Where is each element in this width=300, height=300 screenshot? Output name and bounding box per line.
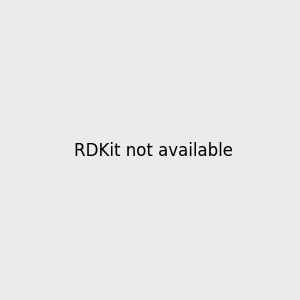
Text: RDKit not available: RDKit not available bbox=[74, 142, 233, 160]
